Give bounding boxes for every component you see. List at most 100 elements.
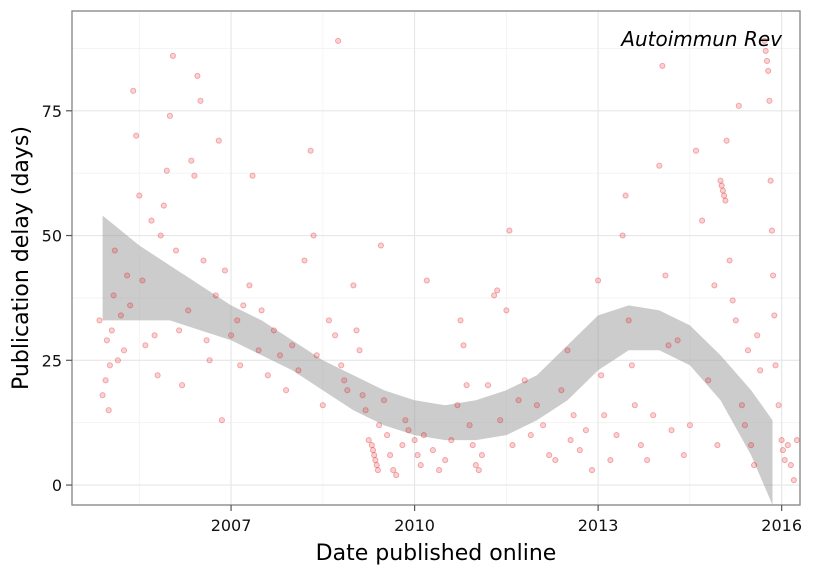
data-point [463,382,470,389]
x-tick-label: 2007 [211,516,252,535]
data-point [546,452,553,459]
data-point [110,292,117,299]
y-axis-ticks: 0 25 50 75 [42,102,72,495]
data-point [130,87,137,94]
data-point [106,362,113,369]
data-point [276,352,284,359]
y-tick-label: 75 [42,102,62,121]
data-point [644,457,651,464]
data-point [738,402,745,409]
data-point [607,457,614,464]
data-point [176,327,183,334]
data-point [246,282,253,289]
data-point [775,402,782,409]
data-point [353,327,360,334]
chart-annotation: Autoimmun Rev [619,27,783,51]
data-point [744,347,752,354]
data-point [372,457,379,464]
data-point [96,317,103,324]
data-point [772,362,779,369]
data-point [136,192,143,199]
data-point [729,297,736,304]
data-point [723,137,730,144]
data-point [442,457,449,464]
data-point [369,447,377,454]
data-point [350,282,357,289]
data-point [341,377,348,384]
data-point [405,427,412,434]
data-point [270,327,277,334]
data-point [139,277,146,284]
data-point [154,372,161,379]
data-point [166,112,173,119]
data-point [751,462,758,469]
data-point [283,387,290,394]
data-point [619,232,626,239]
data-point [393,472,400,479]
y-tick-label: 0 [52,476,62,495]
data-point [506,227,513,234]
data-point [228,332,235,339]
data-point [601,412,608,419]
data-point [402,417,409,424]
data-point [472,462,479,469]
data-point [766,97,773,104]
data-point [429,447,436,454]
data-point [770,272,777,279]
data-point [212,292,219,299]
data-point [384,432,391,439]
data-point [527,432,534,439]
data-point [552,457,559,464]
data-point [377,242,384,249]
x-axis-title: Date published online [316,541,557,566]
data-point [771,312,778,319]
data-point [325,317,332,324]
data-point [757,367,764,374]
data-point [787,462,794,469]
data-point [637,442,644,449]
data-point [793,437,800,444]
data-point [692,147,700,154]
data-point [680,452,687,459]
data-point [148,217,155,224]
data-point [726,257,733,264]
data-point [414,452,421,459]
data-point [420,432,427,439]
data-point [103,337,110,344]
data-point [484,382,492,389]
data-point [423,277,430,284]
data-point [761,37,768,44]
data-point [765,67,772,74]
data-point [163,167,170,174]
data-point [197,97,204,104]
data-point [665,342,672,349]
data-point [295,367,302,374]
data-point [338,362,345,369]
data-point [622,192,629,199]
data-point [564,347,571,354]
data-point [588,467,596,474]
data-point [114,357,121,364]
data-point [313,352,320,359]
data-point [598,372,605,379]
data-point [686,422,693,429]
data-point [779,447,786,454]
data-point [768,227,775,234]
data-point [368,442,375,449]
data-point [255,347,262,354]
data-point [570,412,577,419]
data-point [558,387,565,394]
data-point [200,257,207,264]
data-point [387,452,394,459]
data-point [509,442,516,449]
data-point [218,417,225,424]
data-point [362,407,369,414]
data-points [96,37,800,484]
data-point [790,477,797,484]
data-point [411,437,418,444]
data-point [454,402,461,409]
data-point [102,377,109,384]
data-point [631,402,638,409]
data-point [722,197,729,204]
data-point [332,332,339,339]
